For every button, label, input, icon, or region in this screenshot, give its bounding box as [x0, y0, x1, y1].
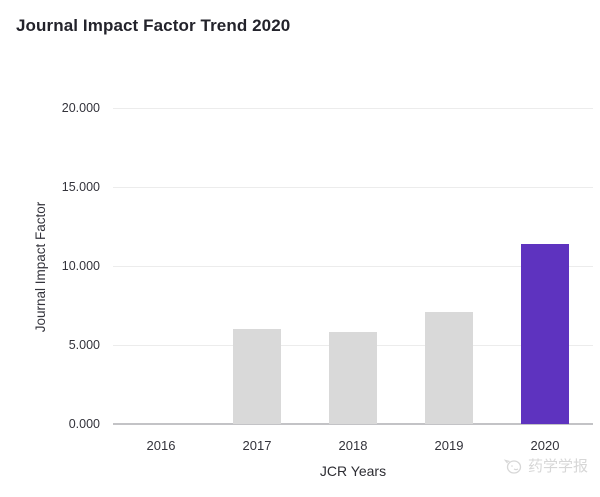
y-axis-title: Journal Impact Factor: [33, 201, 48, 333]
x-tick-label-2016: 2016: [146, 438, 176, 453]
x-tick-label-2017: 2017: [242, 438, 272, 453]
gridline: [113, 266, 593, 267]
x-tick-label-2018: 2018: [338, 438, 368, 453]
y-tick-label-10.000: 10.000: [61, 259, 100, 273]
y-tick-label-0.000: 0.000: [68, 417, 100, 431]
bar-2017[interactable]: [233, 329, 281, 424]
gridline: [113, 187, 593, 188]
y-tick-label-5.000: 5.000: [68, 338, 100, 352]
y-tick-label-15.000: 15.000: [61, 180, 100, 194]
bar-2019[interactable]: [425, 311, 473, 424]
x-axis-title: JCR Years: [319, 463, 387, 479]
gridline: [113, 108, 593, 109]
x-tick-label-2020: 2020: [530, 438, 560, 453]
watermark: 药学学报: [503, 455, 588, 476]
chart-title: Journal Impact Factor Trend 2020: [16, 16, 291, 35]
bar-2018[interactable]: [329, 332, 377, 424]
y-tick-label-20.000: 20.000: [61, 101, 100, 115]
x-axis-line: [113, 423, 593, 425]
watermark-text: 药学学报: [527, 458, 588, 475]
x-tick-label-2019: 2019: [434, 438, 464, 453]
bar-2020[interactable]: [521, 243, 569, 424]
journal-brand-logo-icon: [503, 457, 523, 475]
